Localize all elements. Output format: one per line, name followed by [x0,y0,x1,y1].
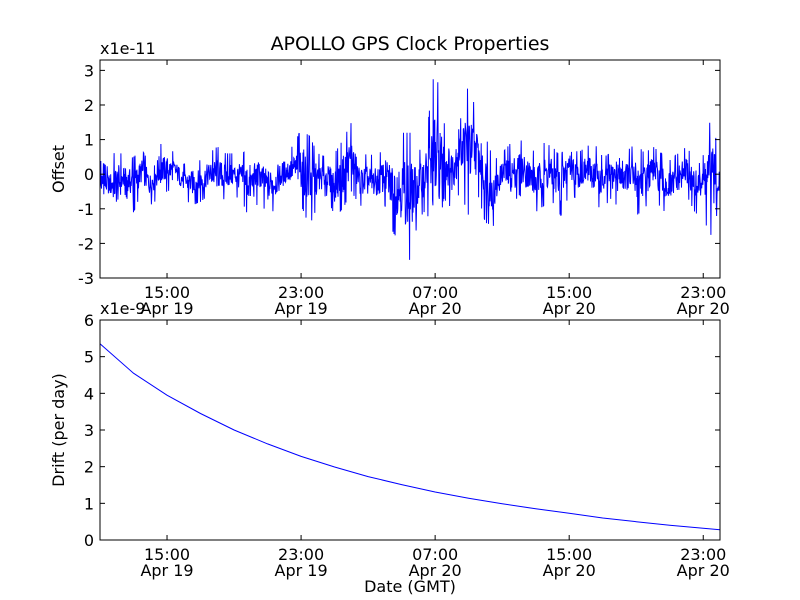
y-tick-label: -2 [78,234,94,253]
x-tick-label-date: Apr 20 [409,299,462,318]
y-axis-label: Drift (per day) [49,373,68,487]
y-tick-label: 4 [84,384,94,403]
y-tick-label: 1 [84,494,94,513]
x-tick-label-time: 23:00 [680,545,726,564]
x-tick-label-date: Apr 20 [677,299,730,318]
y-tick-label: 3 [84,61,94,80]
x-tick-label-date: Apr 19 [275,561,328,580]
plot-frame [99,59,721,279]
x-tick-label-time: 23:00 [278,545,324,564]
x-tick-label-date: Apr 20 [409,561,462,580]
axis-scale-label: x1e-11 [100,39,156,58]
x-tick-label-time: 15:00 [144,283,190,302]
x-tick-label-time: 07:00 [412,283,458,302]
x-axis-label: Date (GMT) [364,577,456,596]
y-tick-label: 1 [84,131,94,150]
y-tick-label: 6 [84,311,94,330]
y-tick-label: 0 [84,165,94,184]
y-tick-label: 2 [84,458,94,477]
x-tick-label-date: Apr 20 [677,561,730,580]
series-offset-line [99,79,721,260]
series-drift-line [99,343,721,531]
y-tick-label: 3 [84,421,94,440]
y-tick-label: -3 [78,269,94,288]
x-tick-label-date: Apr 19 [140,561,193,580]
plot-frame [99,319,721,541]
x-tick-label-date: Apr 20 [543,561,596,580]
y-tick-label: 5 [84,348,94,367]
y-tick-label: 2 [84,96,94,115]
y-tick-label: 0 [84,531,94,550]
chart-title: APOLLO GPS Clock Properties [271,33,550,55]
x-tick-label-time: 15:00 [144,545,190,564]
y-tick-label: -1 [78,200,94,219]
x-tick-label-time: 15:00 [546,545,592,564]
x-tick-label-date: Apr 19 [140,299,193,318]
axis-scale-label: x1e-9 [100,299,145,318]
y-axis-label: Offset [49,145,68,193]
x-tick-label-time: 15:00 [546,283,592,302]
x-tick-label-date: Apr 19 [275,299,328,318]
x-tick-label-date: Apr 20 [543,299,596,318]
x-tick-label-time: 07:00 [412,545,458,564]
x-tick-label-time: 23:00 [680,283,726,302]
x-tick-label-time: 23:00 [278,283,324,302]
